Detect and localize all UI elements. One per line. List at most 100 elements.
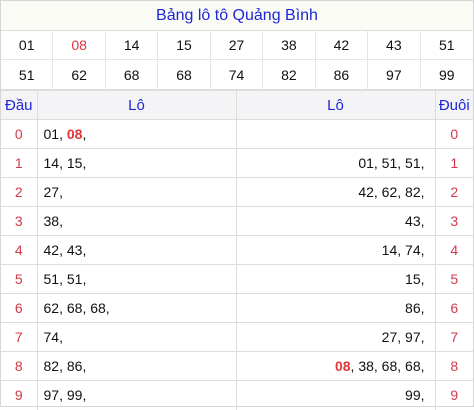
lo-number: 42 <box>43 242 60 258</box>
tail-digit: 5 <box>434 264 473 294</box>
tail-digit: 4 <box>434 235 473 265</box>
tail-digit: 8 <box>434 351 473 381</box>
head-digit: 4 <box>1 235 38 265</box>
head-digit: 1 <box>1 148 38 178</box>
loto-table-body: 0 01, 08, 0 1 14, 15, 01, 51, 51, 1 2 27, 42, 62,… <box>1 119 473 410</box>
table-row: 6 62, 68, 68, 86, 6 <box>1 293 473 323</box>
lo-number: 51 <box>405 155 421 171</box>
lo-by-tail: 08, 38, 68, 68, <box>235 351 436 381</box>
prize-number: 97 <box>368 60 421 89</box>
lo-number: 99 <box>66 387 83 404</box>
table-row: 0 01, 08, 0 <box>1 119 473 149</box>
header-lo-right: Lô <box>235 90 436 120</box>
lo-by-head: 74, <box>36 322 237 352</box>
header-lo-left: Lô <box>36 90 237 120</box>
prize-number: 86 <box>316 60 369 89</box>
tail-digit: 6 <box>434 293 473 323</box>
prize-number: 27 <box>210 31 264 60</box>
lo-number: 51 <box>66 271 83 287</box>
lo-number: 42 <box>358 184 374 200</box>
lo-number: 68 <box>90 300 106 316</box>
head-digit: 2 <box>1 177 38 207</box>
prize-number: 99 <box>438 66 455 83</box>
prize-number: 74 <box>211 60 264 89</box>
lo-number: 99 <box>405 387 421 404</box>
tail-digit: 0 <box>434 119 473 149</box>
lo-number: 43 <box>405 213 421 229</box>
head-digit: 7 <box>1 322 38 352</box>
prize-number: 51 <box>1 60 54 89</box>
lo-number: 62 <box>381 184 398 200</box>
lo-by-tail: 99, <box>235 380 436 410</box>
lo-by-tail: 15, <box>235 264 436 294</box>
prize-number: 68 <box>158 60 211 89</box>
table-row: 8 82, 86, 08, 38, 68, 68, 8 <box>1 351 473 381</box>
lo-number: 68 <box>381 358 398 374</box>
lo-number: 27 <box>43 184 60 200</box>
lo-by-tail: 14, 74, <box>235 235 436 265</box>
lo-number: 15 <box>405 271 421 287</box>
tail-digit: 1 <box>434 148 473 178</box>
lo-number: 51 <box>381 155 398 171</box>
lo-number: 38 <box>358 358 374 374</box>
lo-number: 82 <box>43 358 60 374</box>
lo-number: 82 <box>405 184 421 200</box>
lo-by-head: 51, 51, <box>36 264 237 294</box>
lo-by-head: 62, 68, 68, <box>36 293 237 323</box>
table-row: 2 27, 42, 62, 82, 2 <box>1 177 473 207</box>
lo-number: 15 <box>66 155 83 171</box>
lo-by-tail: 01, 51, 51, <box>235 148 436 178</box>
table-row: 1 14, 15, 01, 51, 51, 1 <box>1 148 473 178</box>
prize-number: 68 <box>106 60 159 89</box>
lo-by-tail: 27, 97, <box>235 322 436 352</box>
prize-number: 14 <box>105 31 159 60</box>
table-row: 5 51, 51, 15, 5 <box>1 264 473 294</box>
lo-by-head: 14, 15, <box>36 148 237 178</box>
lo-number: 68 <box>66 300 83 316</box>
head-digit: 6 <box>1 293 38 323</box>
tail-digit: 9 <box>434 380 473 410</box>
table-header-row: Đầu Lô Lô Đuôi <box>1 90 473 120</box>
lo-number: 14 <box>43 155 60 171</box>
tail-digit: 2 <box>434 177 473 207</box>
tail-digit: 7 <box>434 322 473 352</box>
head-digit: 8 <box>1 351 38 381</box>
lo-number: 62 <box>43 300 60 316</box>
lo-number: 01 <box>358 155 374 171</box>
tail-digit: 3 <box>434 206 473 236</box>
lo-by-head: 38, <box>36 206 237 236</box>
prize-numbers-grid: 01 08 14 15 27 38 42 43 51 51 62 68 68 74 82 86 97 99 <box>1 31 473 90</box>
head-digit: 3 <box>1 206 38 236</box>
table-row: 7 74, 27, 97, 7 <box>1 322 473 352</box>
lo-by-head: 82, 86, <box>36 351 237 381</box>
lo-by-head: 01, 08, <box>36 119 237 149</box>
special-lo-number: 08 <box>66 126 83 142</box>
lo-number: 68 <box>405 358 421 374</box>
table-row: 4 42, 43, 14, 74, 4 <box>1 235 473 265</box>
board-title: Bảng lô tô Quảng Bình <box>1 1 473 31</box>
lo-number: 74 <box>43 329 60 345</box>
head-digit: 0 <box>1 119 38 149</box>
prize-number: 15 <box>158 31 211 60</box>
prize-number: 51 <box>420 31 473 60</box>
prize-number: 62 <box>53 60 106 89</box>
lo-number: 01 <box>43 126 60 142</box>
special-lo-number: 08 <box>334 358 351 374</box>
prize-number: 42 <box>315 31 369 60</box>
prize-number: 43 <box>368 31 421 60</box>
lo-number: 97 <box>405 329 421 345</box>
lo-number: 86 <box>66 358 83 374</box>
prize-number: 08 <box>53 31 106 60</box>
lo-number: 27 <box>381 329 398 345</box>
head-digit: 5 <box>1 264 38 294</box>
lo-by-head: 97, 99, <box>36 380 237 410</box>
lo-number: 86 <box>405 300 421 316</box>
lo-number: 97 <box>43 387 60 404</box>
head-digit: 9 <box>1 380 38 410</box>
lo-by-tail: 43, <box>235 206 436 236</box>
lo-number: 14 <box>381 242 398 258</box>
lo-number: 51 <box>43 271 60 287</box>
lo-by-tail <box>235 119 436 149</box>
table-row: 3 38, 43, 3 <box>1 206 473 236</box>
